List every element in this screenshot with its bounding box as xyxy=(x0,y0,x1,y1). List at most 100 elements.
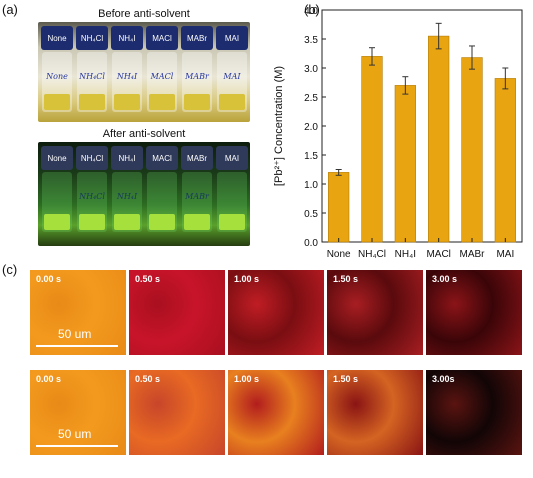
tile-time-label: 1.50 s xyxy=(333,374,359,384)
tile-time-label: 1.00 s xyxy=(234,374,260,384)
x-tick-label: NH₄I xyxy=(395,249,416,260)
vial-cap: MAI xyxy=(216,26,248,50)
before-title: Before anti-solvent xyxy=(98,8,190,20)
vial-liquid xyxy=(184,94,210,110)
vial-cap: None xyxy=(41,146,73,170)
vial-liquid xyxy=(184,214,210,230)
x-tick-label: None xyxy=(327,249,351,260)
microscopy-tile: 0.50 s xyxy=(129,370,225,455)
tile-time-label: 1.00 s xyxy=(234,274,260,284)
handwritten-label: None xyxy=(46,72,68,81)
vial: NH₄Cl xyxy=(77,52,107,112)
bar xyxy=(361,56,383,243)
microscopy-tile: 1.00 s xyxy=(228,370,324,455)
microscopy-tile: 0.50 s xyxy=(129,270,225,355)
vial: MABr xyxy=(182,52,212,112)
tile-time-label: 0.50 s xyxy=(135,274,161,284)
vial-liquid xyxy=(79,94,105,110)
vial-liquid xyxy=(114,214,140,230)
vial-cap: NH₄Cl xyxy=(76,146,108,170)
handwritten-label: NH₄Cl xyxy=(79,72,105,81)
after-title: After anti-solvent xyxy=(102,128,186,140)
vial: MAI xyxy=(217,52,247,112)
x-tick-label: NH₄Cl xyxy=(358,249,386,260)
microscopy-tile: 0.00 s 50 um xyxy=(30,370,126,455)
y-tick-label: 1.5 xyxy=(304,151,318,162)
handwritten-label: MACl xyxy=(150,72,174,81)
vial xyxy=(42,172,72,232)
microscopy-tile: 3.00s xyxy=(426,370,522,455)
y-axis-label: [Pb²⁺] Concentration (M) xyxy=(273,66,285,186)
x-tick-label: MABr xyxy=(460,249,486,260)
x-tick-label: MACl xyxy=(426,249,450,260)
y-tick-label: 2.0 xyxy=(304,122,318,133)
panel-a-label: (a) xyxy=(2,2,18,17)
vial-cap: MAI xyxy=(216,146,248,170)
vial-cap: NH₄I xyxy=(111,146,143,170)
before-photo: None None NH₄Cl NH₄Cl NH₄I NH₄I MACl MACl MABr MA… xyxy=(38,22,250,122)
scale-bar-label: 50 um xyxy=(58,327,92,341)
vial-liquid xyxy=(44,94,70,110)
tile-time-label: 0.50 s xyxy=(135,374,161,384)
tile-time-label: 0.00 s xyxy=(36,274,62,284)
y-tick-label: 0.0 xyxy=(304,238,318,249)
handwritten-label: MABr xyxy=(185,192,209,201)
panel-c-label: (c) xyxy=(2,262,18,277)
vial: NH₄I xyxy=(112,52,142,112)
vial-liquid xyxy=(149,94,175,110)
vial: NH₄I xyxy=(112,172,142,232)
vial-liquid xyxy=(219,214,245,230)
handwritten-label: NH₄I xyxy=(116,192,138,201)
y-tick-label: 4.0 xyxy=(304,6,318,17)
bar xyxy=(328,172,350,243)
scale-bar-label: 50 um xyxy=(58,427,92,441)
y-tick-label: 3.5 xyxy=(304,35,318,46)
x-tick-label: MAI xyxy=(496,249,514,260)
vial: None xyxy=(42,52,72,112)
vial-cap: MABr xyxy=(181,146,213,170)
y-tick-label: 3.0 xyxy=(304,64,318,75)
vial-liquid xyxy=(149,214,175,230)
vial-cap: NH₄Cl xyxy=(76,26,108,50)
handwritten-label: NH₄I xyxy=(116,72,138,81)
handwritten-label: MABr xyxy=(185,72,209,81)
tile-time-label: 1.50 s xyxy=(333,274,359,284)
bar xyxy=(461,57,483,243)
vial-cap: MACl xyxy=(146,146,178,170)
vial-liquid xyxy=(44,214,70,230)
vial: NH₄Cl xyxy=(77,172,107,232)
handwritten-label: NH₄Cl xyxy=(79,192,105,201)
vial-liquid xyxy=(114,94,140,110)
bar xyxy=(394,85,416,243)
tile-time-label: 3.00s xyxy=(432,374,455,384)
microscopy-tile: 0.00 s 50 um xyxy=(30,270,126,355)
microscopy-tile: 1.50 s xyxy=(327,270,423,355)
vial xyxy=(217,172,247,232)
vial-cap: MABr xyxy=(181,26,213,50)
tile-time-label: 0.00 s xyxy=(36,374,62,384)
plot-frame xyxy=(321,9,523,243)
vial-liquid xyxy=(219,94,245,110)
vial xyxy=(147,172,177,232)
vial: MACl xyxy=(147,52,177,112)
y-tick-label: 2.5 xyxy=(304,93,318,104)
handwritten-label: MAI xyxy=(223,72,241,81)
scale-bar xyxy=(36,345,118,347)
tile-time-label: 3.00 s xyxy=(432,274,458,284)
microscopy-grid: 0.00 s 50 um 0.50 s 1.00 s 1.50 s 3.00 s 0.00 … xyxy=(30,270,530,475)
after-photo: None NH₄Cl NH₄Cl NH₄I NH₄I MACl MABr MABr MAI xyxy=(38,142,250,246)
bar-chart: 0.0 0.5 1.0 1.5 2.0 2.5 3.0 3.5 4.0 None NH₄Cl NH₄I… xyxy=(273,6,523,260)
y-tick-label: 0.5 xyxy=(304,209,318,220)
y-tick-label: 1.0 xyxy=(304,180,318,191)
vial-cap: MACl xyxy=(146,26,178,50)
microscopy-tile: 1.50 s xyxy=(327,370,423,455)
scale-bar xyxy=(36,445,118,447)
microscopy-tile: 1.00 s xyxy=(228,270,324,355)
bar xyxy=(494,78,516,243)
bar xyxy=(428,35,450,243)
vial-liquid xyxy=(79,214,105,230)
vial-cap: None xyxy=(41,26,73,50)
vial-cap: NH₄I xyxy=(111,26,143,50)
vial: MABr xyxy=(182,172,212,232)
panel-b-label: (b) xyxy=(304,2,320,17)
